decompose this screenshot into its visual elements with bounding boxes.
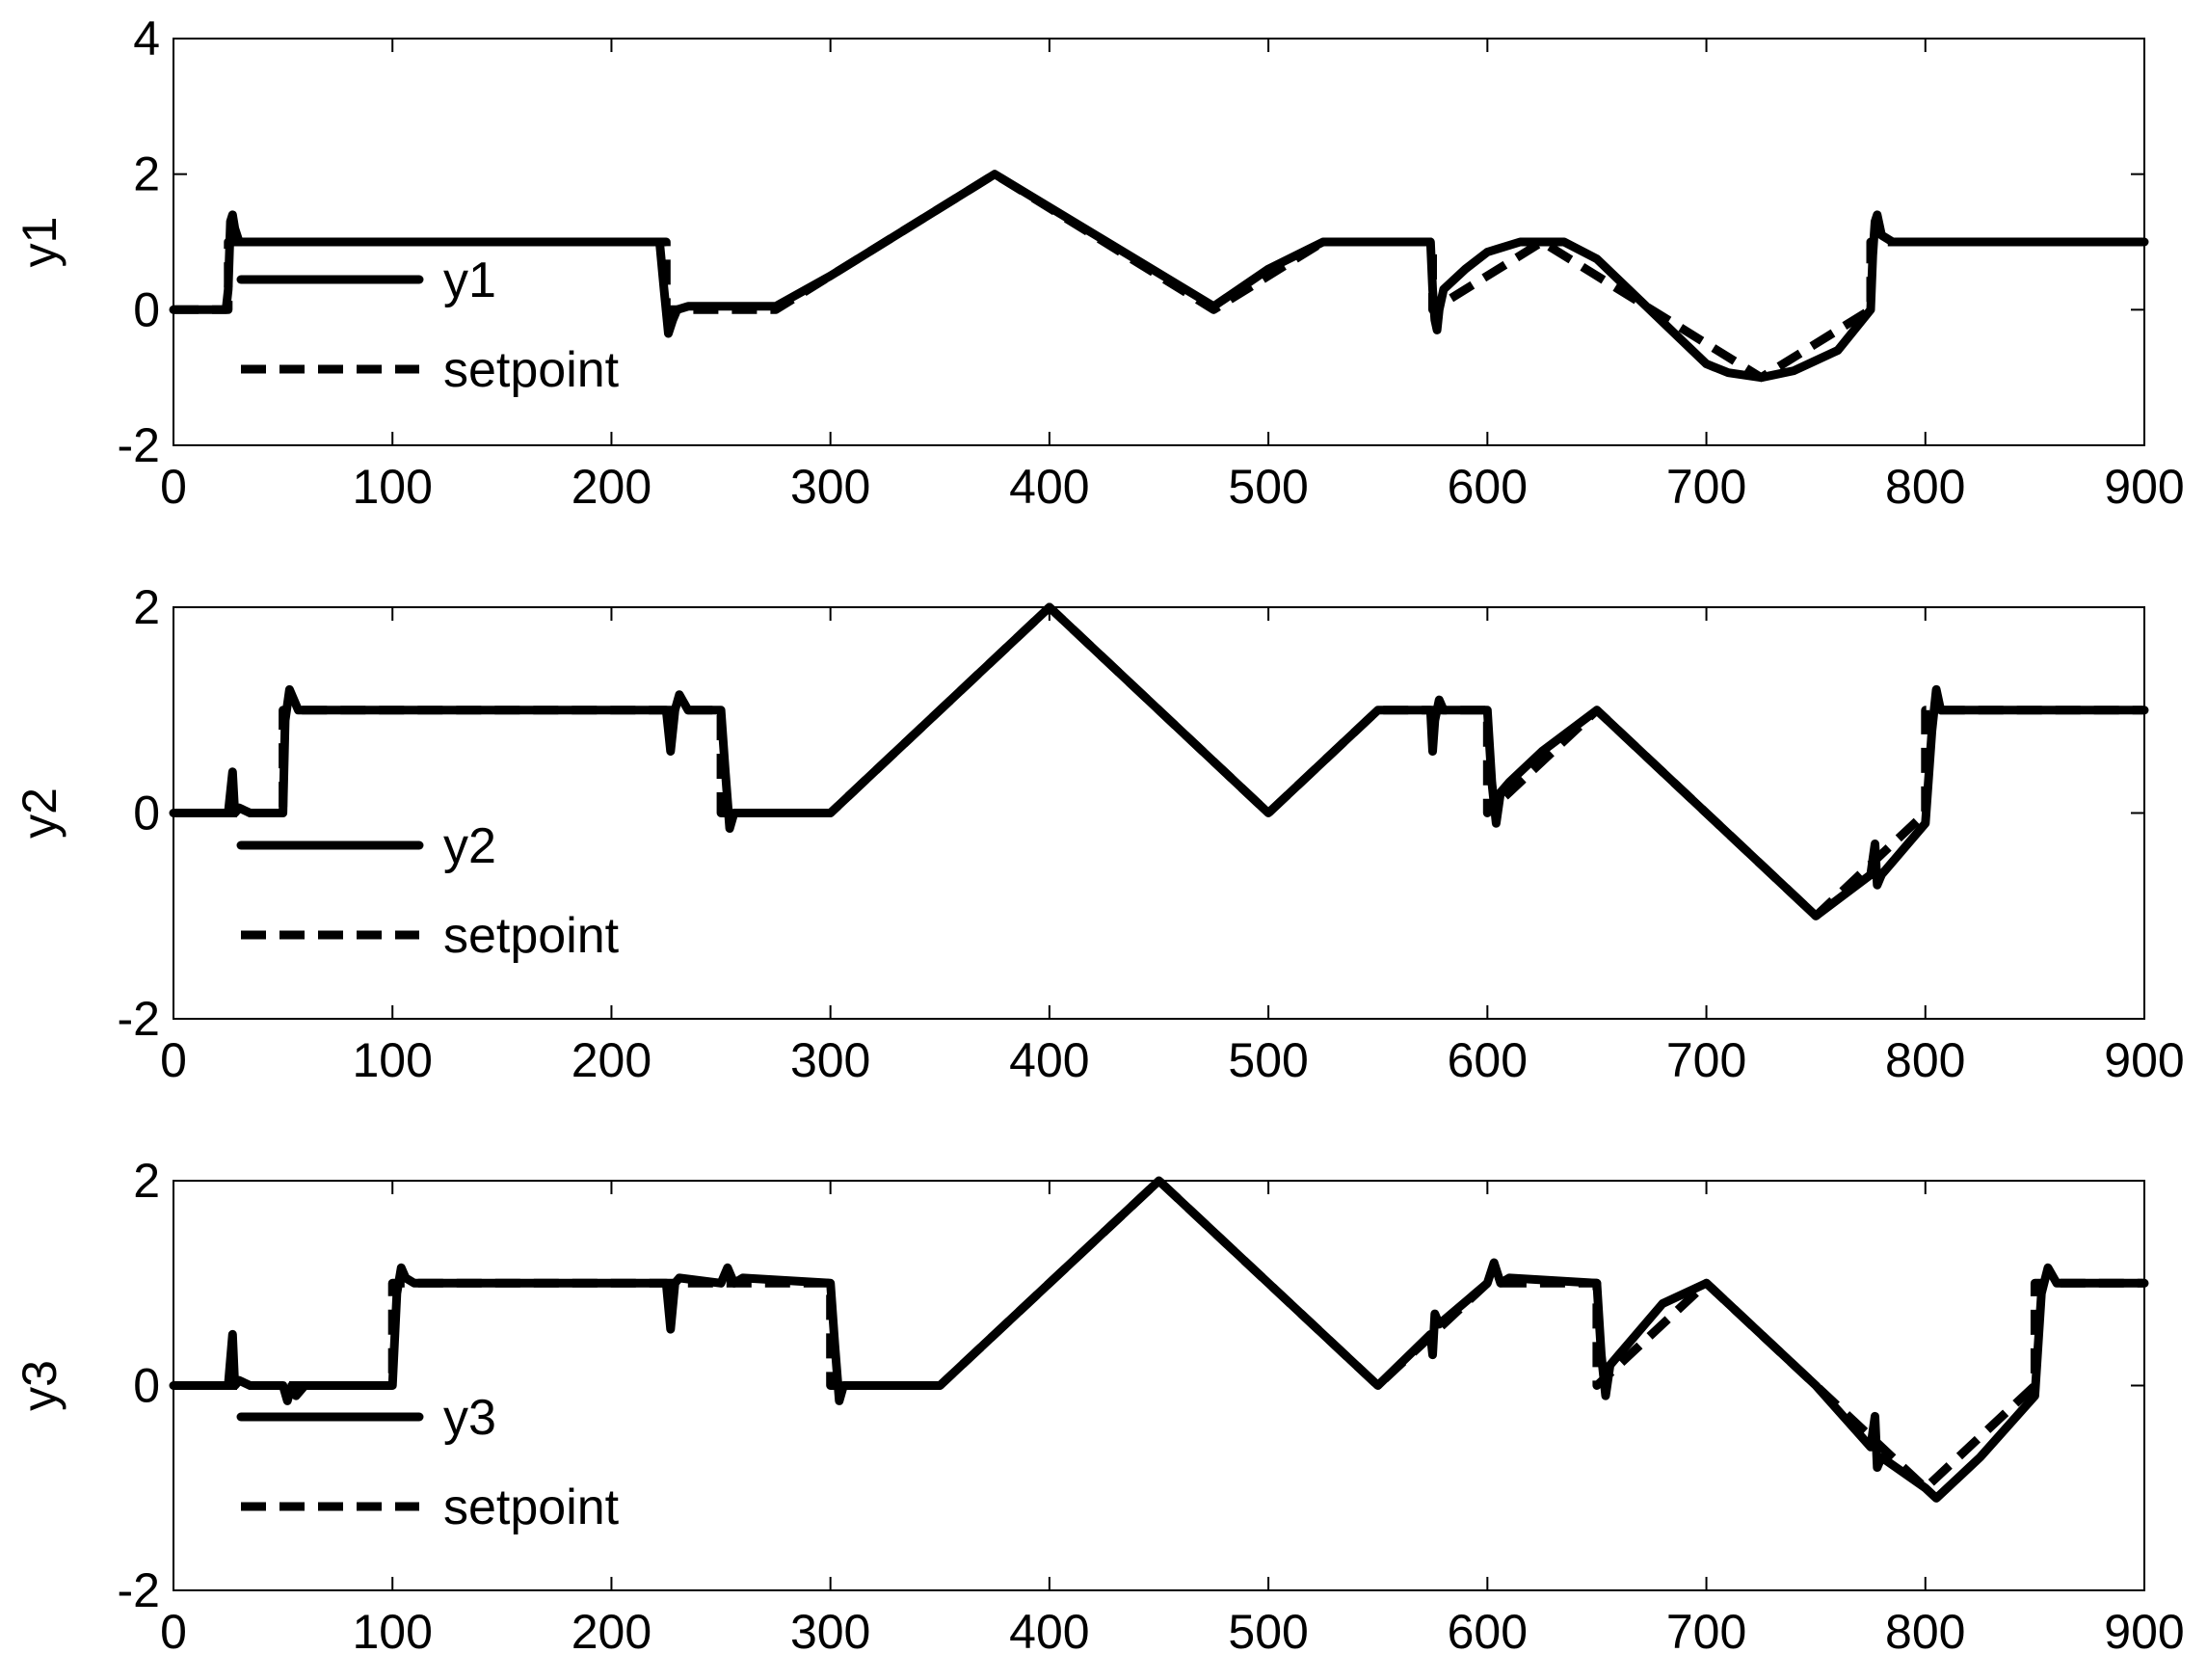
series-line-setpoint: [173, 170, 2144, 383]
x-tick-label: 300: [790, 1033, 870, 1087]
x-tick-label: 100: [353, 460, 433, 514]
x-tick-label: 700: [1666, 1033, 1746, 1087]
x-tick-label: 300: [790, 1605, 870, 1659]
x-tick-label: 300: [790, 460, 870, 514]
subplot-y2: 0 100 200 300 400 500 600 700 800 900-202y2y2setp…: [13, 580, 2185, 1087]
x-tick-label: 800: [1885, 1033, 1965, 1087]
y-tick-label: 2: [133, 1154, 160, 1208]
x-tick-label: 600: [1448, 460, 1528, 514]
legend: y1 setpoint: [236, 253, 620, 398]
y-tick-label: 2: [133, 580, 160, 634]
x-tick-label: 200: [572, 460, 651, 514]
series-line-y1: [169, 170, 2149, 383]
x-tick-label: 700: [1666, 1605, 1746, 1659]
x-tick-label: 500: [1228, 1605, 1308, 1659]
y-tick-label: 0: [133, 787, 160, 840]
x-tick-label: 700: [1666, 460, 1746, 514]
legend-entry: setpoint: [443, 342, 620, 398]
x-tick-label: 900: [2104, 1033, 2184, 1087]
x-tick-label: 500: [1228, 1033, 1308, 1087]
y-axis-label: y2: [13, 787, 66, 839]
x-tick-label: 900: [2104, 460, 2184, 514]
legend-entry: setpoint: [443, 1480, 620, 1535]
y-tick-label: -2: [118, 418, 160, 472]
subplot-y3: 0 100 200 300 400 500 600 700 800 900-202y3y3setp…: [13, 1154, 2185, 1659]
y-tick-label: 4: [133, 12, 160, 66]
legend: y3 setpoint: [236, 1390, 620, 1535]
x-tick-label: 400: [1009, 1605, 1089, 1659]
y-tick-label: -2: [118, 1563, 160, 1617]
legend-entry: y1: [443, 253, 496, 308]
x-tick-label: 400: [1009, 1033, 1089, 1087]
x-tick-label: 0: [160, 1033, 187, 1087]
series-line-y2: [169, 602, 2149, 920]
y-tick-label: 2: [133, 147, 160, 201]
x-tick-label: 500: [1228, 460, 1308, 514]
legend: y2 setpoint: [236, 818, 620, 964]
y-tick-label: 0: [133, 282, 160, 336]
x-tick-label: 900: [2104, 1605, 2184, 1659]
y-axis-label: y1: [13, 217, 66, 268]
x-tick-label: 600: [1448, 1605, 1528, 1659]
x-tick-label: 0: [160, 1605, 187, 1659]
x-tick-label: 600: [1448, 1033, 1528, 1087]
x-tick-label: 200: [572, 1605, 651, 1659]
x-tick-label: 0: [160, 460, 187, 514]
subplot-y1: 0 100 200 300 400 500 600 700 800 900-2024y1y1set…: [13, 12, 2185, 514]
legend-entry: y2: [443, 818, 496, 874]
x-tick-label: 100: [353, 1033, 433, 1087]
legend-entry: setpoint: [443, 908, 620, 964]
y-tick-label: -2: [118, 992, 160, 1046]
x-tick-label: 100: [353, 1605, 433, 1659]
y-tick-label: 0: [133, 1359, 160, 1413]
series-line-y3: [169, 1176, 2149, 1503]
x-tick-label: 200: [572, 1033, 651, 1087]
x-tick-label: 800: [1885, 460, 1965, 514]
x-tick-label: 400: [1009, 460, 1089, 514]
x-tick-label: 800: [1885, 1605, 1965, 1659]
y-axis-label: y3: [13, 1360, 66, 1411]
legend-entry: y3: [443, 1390, 496, 1446]
